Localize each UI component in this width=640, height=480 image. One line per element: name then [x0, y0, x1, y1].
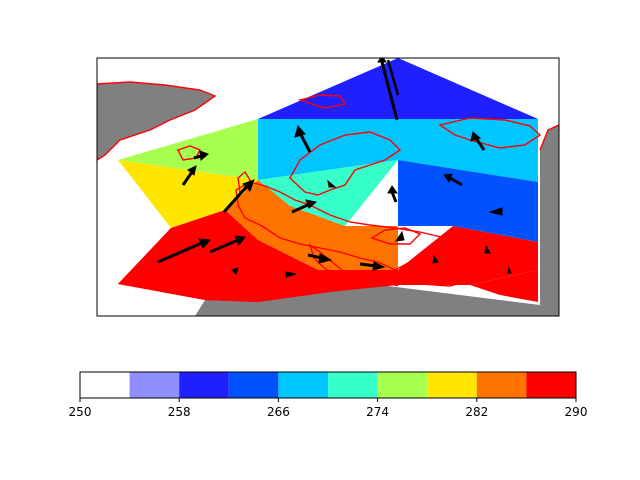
wind-vector-head [387, 185, 398, 194]
wind-vector [222, 184, 250, 213]
wind-vector-head [199, 150, 209, 161]
wind-vector-head [305, 199, 318, 209]
coastline-italy [308, 243, 344, 276]
colorbar-tick-label: 258 [168, 405, 191, 419]
colorbar-bin [179, 372, 229, 398]
wind-vector [390, 191, 398, 203]
contour-cell-north [258, 58, 538, 119]
wind-vector-head [294, 124, 306, 138]
colorbar-tick-label: 250 [69, 405, 92, 419]
wind-vector [474, 137, 486, 151]
wind-vector-head [432, 254, 439, 264]
colorbar-ticks: 250 258 266 274 282 290 [69, 398, 588, 419]
wind-vector-head [198, 238, 212, 249]
wind-vector-head [187, 165, 197, 176]
map-axes [96, 57, 560, 317]
wind-vector-head [377, 58, 387, 63]
colorbar: 250 258 266 274 282 290 [69, 371, 588, 419]
colorbar-bins [80, 372, 576, 398]
wind-vector-head [285, 271, 297, 278]
wind-vector-head [234, 235, 246, 246]
wind-vector-head [443, 173, 453, 184]
wind-vector-head [327, 179, 337, 188]
wind-vector [209, 238, 239, 254]
colorbar-bin [476, 372, 527, 398]
colorbar-bin [427, 372, 477, 398]
coastline-asia-east [539, 124, 559, 151]
colorbar-bin [328, 372, 378, 398]
coastline-iceland [177, 145, 201, 161]
contour-cell-central-south [225, 180, 398, 270]
wind-vectors [157, 58, 512, 278]
contour-field [118, 58, 538, 302]
coastlines [97, 81, 559, 293]
colorbar-tick-label: 274 [366, 405, 389, 419]
colorbar-border [79, 371, 577, 399]
contour-cell-west [118, 160, 258, 228]
contour-cell-southeast [470, 270, 538, 302]
colorbar-bin [228, 372, 279, 398]
colorbar-tick-label: 282 [465, 405, 488, 419]
wind-vector-head [507, 266, 512, 274]
colorbar-tick-label: 290 [565, 405, 588, 419]
wind-vector [157, 241, 203, 264]
wind-vector-head [394, 230, 405, 242]
wind-vector [449, 176, 463, 187]
coastline-turkey [408, 264, 471, 287]
colorbar-bin [80, 372, 130, 398]
wind-vector-head [484, 244, 491, 254]
wind-vector [298, 132, 312, 153]
coastline-black-sea [370, 227, 422, 245]
wind-vector-head [242, 179, 255, 192]
coastline-europe-main [235, 181, 461, 271]
wind-vector-head [318, 253, 333, 264]
contour-cell-northwest [118, 119, 258, 180]
coastline-svalbard [297, 94, 347, 109]
colorbar-bin [129, 372, 180, 398]
coastline-north-asia [438, 117, 542, 149]
wind-vector [380, 61, 399, 121]
wind-vector [386, 59, 400, 96]
land-asia-east [540, 125, 559, 316]
coastline-greenland [97, 81, 217, 161]
map-frame-border [96, 57, 560, 317]
coastline-scandinavia [289, 131, 402, 196]
wind-vector-head [470, 131, 481, 142]
contour-cell-southwest [118, 228, 330, 302]
contour-cell-east [398, 160, 538, 242]
contour-cell-central [258, 160, 398, 226]
colorbar-bin [278, 372, 328, 398]
colorbar-bin [526, 372, 576, 398]
colorbar-bin [377, 372, 428, 398]
wind-vector-head [231, 267, 239, 275]
wind-vector [181, 171, 194, 186]
wind-vector-head [372, 261, 386, 271]
land-greenland [97, 82, 215, 160]
coastline-mediterranean-south [239, 275, 399, 293]
wind-vector [291, 202, 311, 214]
wind-vector-head [488, 207, 503, 216]
colorbar-tick-label: 266 [267, 405, 290, 419]
